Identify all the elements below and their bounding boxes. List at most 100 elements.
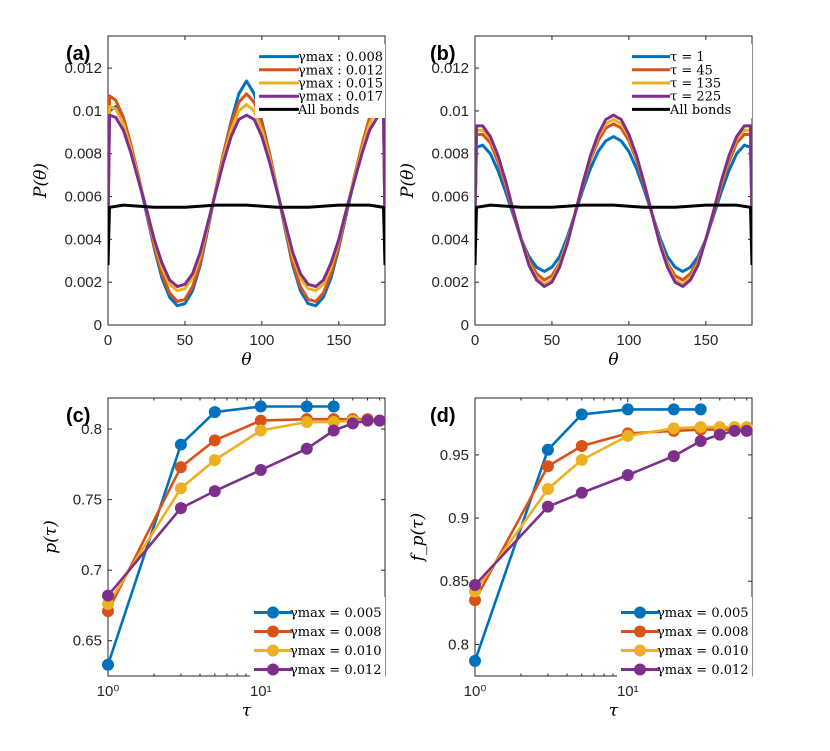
y-axis-label: f_p(τ): [408, 513, 428, 563]
x-tick-label: 150: [326, 332, 351, 349]
y-tick-label: 0.85: [440, 573, 469, 590]
x-tick-label: 10⁰: [97, 683, 120, 700]
x-axis-label: θ: [241, 350, 251, 370]
series-line-2: [475, 122, 752, 282]
data-point: [361, 414, 374, 427]
legend: γmax = 0.005 γmax = 0.008 γmax = 0.010 γmax…: [617, 597, 752, 681]
data-point: [575, 408, 588, 421]
series-line-2: [108, 92, 385, 303]
y-tick-label: 0.012: [431, 60, 469, 77]
legend-marker: [634, 606, 646, 619]
y-tick-label: 0.004: [431, 231, 469, 248]
data-point: [327, 415, 340, 428]
data-point: [713, 428, 726, 441]
legend: γmax = 0.005 γmax = 0.008 γmax = 0.010 γmax…: [250, 597, 385, 681]
legend-label: γmax = 0.012: [657, 663, 749, 678]
series-line-4: [475, 429, 747, 586]
legend-label: γmax : 0.017: [298, 90, 383, 105]
legend-label: τ = 1: [670, 50, 705, 65]
panel-label-d: (d): [430, 405, 456, 427]
y-tick-label: 0.008: [431, 146, 469, 163]
x-axis-label: τ: [242, 701, 252, 721]
data-point: [728, 424, 741, 437]
y-tick-label: 0.006: [64, 189, 102, 206]
data-point: [254, 400, 267, 413]
panel-a: (a) 0 50 100 150 0 0.002 0.004 0.006 0.008 0.01 0.…: [31, 35, 386, 370]
data-point: [469, 579, 481, 592]
plot-area: [107, 397, 386, 677]
data-point: [469, 594, 481, 607]
data-point: [174, 482, 187, 495]
y-tick-label: 0.004: [64, 231, 102, 248]
data-point: [621, 469, 634, 482]
panel-c: (c) 10⁰ 10¹ 0.65 0.7 0.75 0.8 τ p(τ) γmax = 0.00…: [41, 397, 386, 721]
legend-label: τ = 45: [670, 63, 713, 78]
legend-marker: [634, 644, 646, 657]
data-point: [575, 440, 588, 453]
y-tick-label: 0.002: [431, 274, 469, 291]
x-axis-label: θ: [608, 350, 618, 370]
data-point: [740, 424, 753, 437]
y-axis-label: P(θ): [398, 163, 418, 199]
series-line-5: [475, 203, 752, 266]
legend-label: τ = 225: [670, 90, 721, 105]
data-point: [575, 453, 588, 466]
legend-label: γmax = 0.008: [290, 625, 382, 640]
y-tick-label: 0: [461, 317, 469, 334]
data-point: [694, 403, 707, 416]
panel-b: (b) 0 50 100 150 0 0.002 0.004 0.006 0.008 0.01 0.…: [398, 35, 753, 370]
series-line-3: [475, 118, 752, 286]
y-tick-label: 0.01: [73, 103, 102, 120]
data-point: [621, 403, 634, 416]
series-line-4: [108, 419, 380, 597]
x-tick-label: 10¹: [250, 683, 272, 700]
legend-label: γmax = 0.005: [290, 606, 382, 621]
x-tick-label: 100: [616, 332, 641, 349]
data-point: [208, 434, 221, 447]
legend-label: All bonds: [669, 103, 731, 118]
panel-label-a: (a): [66, 43, 90, 65]
data-point: [694, 434, 707, 447]
y-tick-label: 0.8: [81, 421, 102, 438]
legend-marker: [634, 625, 646, 638]
x-tick-label: 0: [471, 332, 479, 349]
legend-marker: [267, 606, 279, 619]
data-point: [102, 589, 114, 602]
y-tick-label: 0.9: [448, 510, 469, 527]
x-tick-label: 50: [177, 332, 194, 349]
data-point: [346, 417, 359, 430]
x-axis-label: τ: [609, 701, 619, 721]
data-point: [254, 463, 267, 476]
y-tick-label: 0.95: [440, 447, 469, 464]
y-tick-label: 0.002: [64, 274, 102, 291]
data-point: [469, 654, 481, 667]
y-tick-label: 0.65: [73, 633, 102, 650]
data-point: [667, 403, 680, 416]
data-point: [174, 438, 187, 451]
data-point: [208, 406, 221, 419]
legend-marker: [634, 663, 646, 676]
y-tick-label: 0.8: [448, 636, 469, 653]
y-tick-label: 0.7: [81, 562, 102, 579]
data-point: [541, 500, 554, 513]
series-line-4: [108, 113, 385, 288]
data-point: [208, 454, 221, 467]
data-point: [327, 424, 340, 437]
data-point: [174, 502, 187, 515]
data-point: [300, 442, 313, 455]
data-point: [254, 414, 267, 427]
y-tick-label: 0.006: [431, 189, 469, 206]
y-tick-label: 0.008: [64, 146, 102, 163]
x-tick-label: 10⁰: [464, 683, 487, 700]
series-line-2: [475, 428, 747, 601]
data-point: [174, 461, 187, 474]
data-point: [575, 486, 588, 499]
data-point: [667, 422, 680, 435]
legend-label: γmax = 0.010: [657, 644, 749, 659]
y-tick-label: 0.75: [73, 492, 102, 509]
x-tick-label: 10¹: [617, 683, 639, 700]
legend-label: γmax = 0.008: [657, 625, 749, 640]
legend-label: γmax = 0.005: [657, 606, 749, 621]
